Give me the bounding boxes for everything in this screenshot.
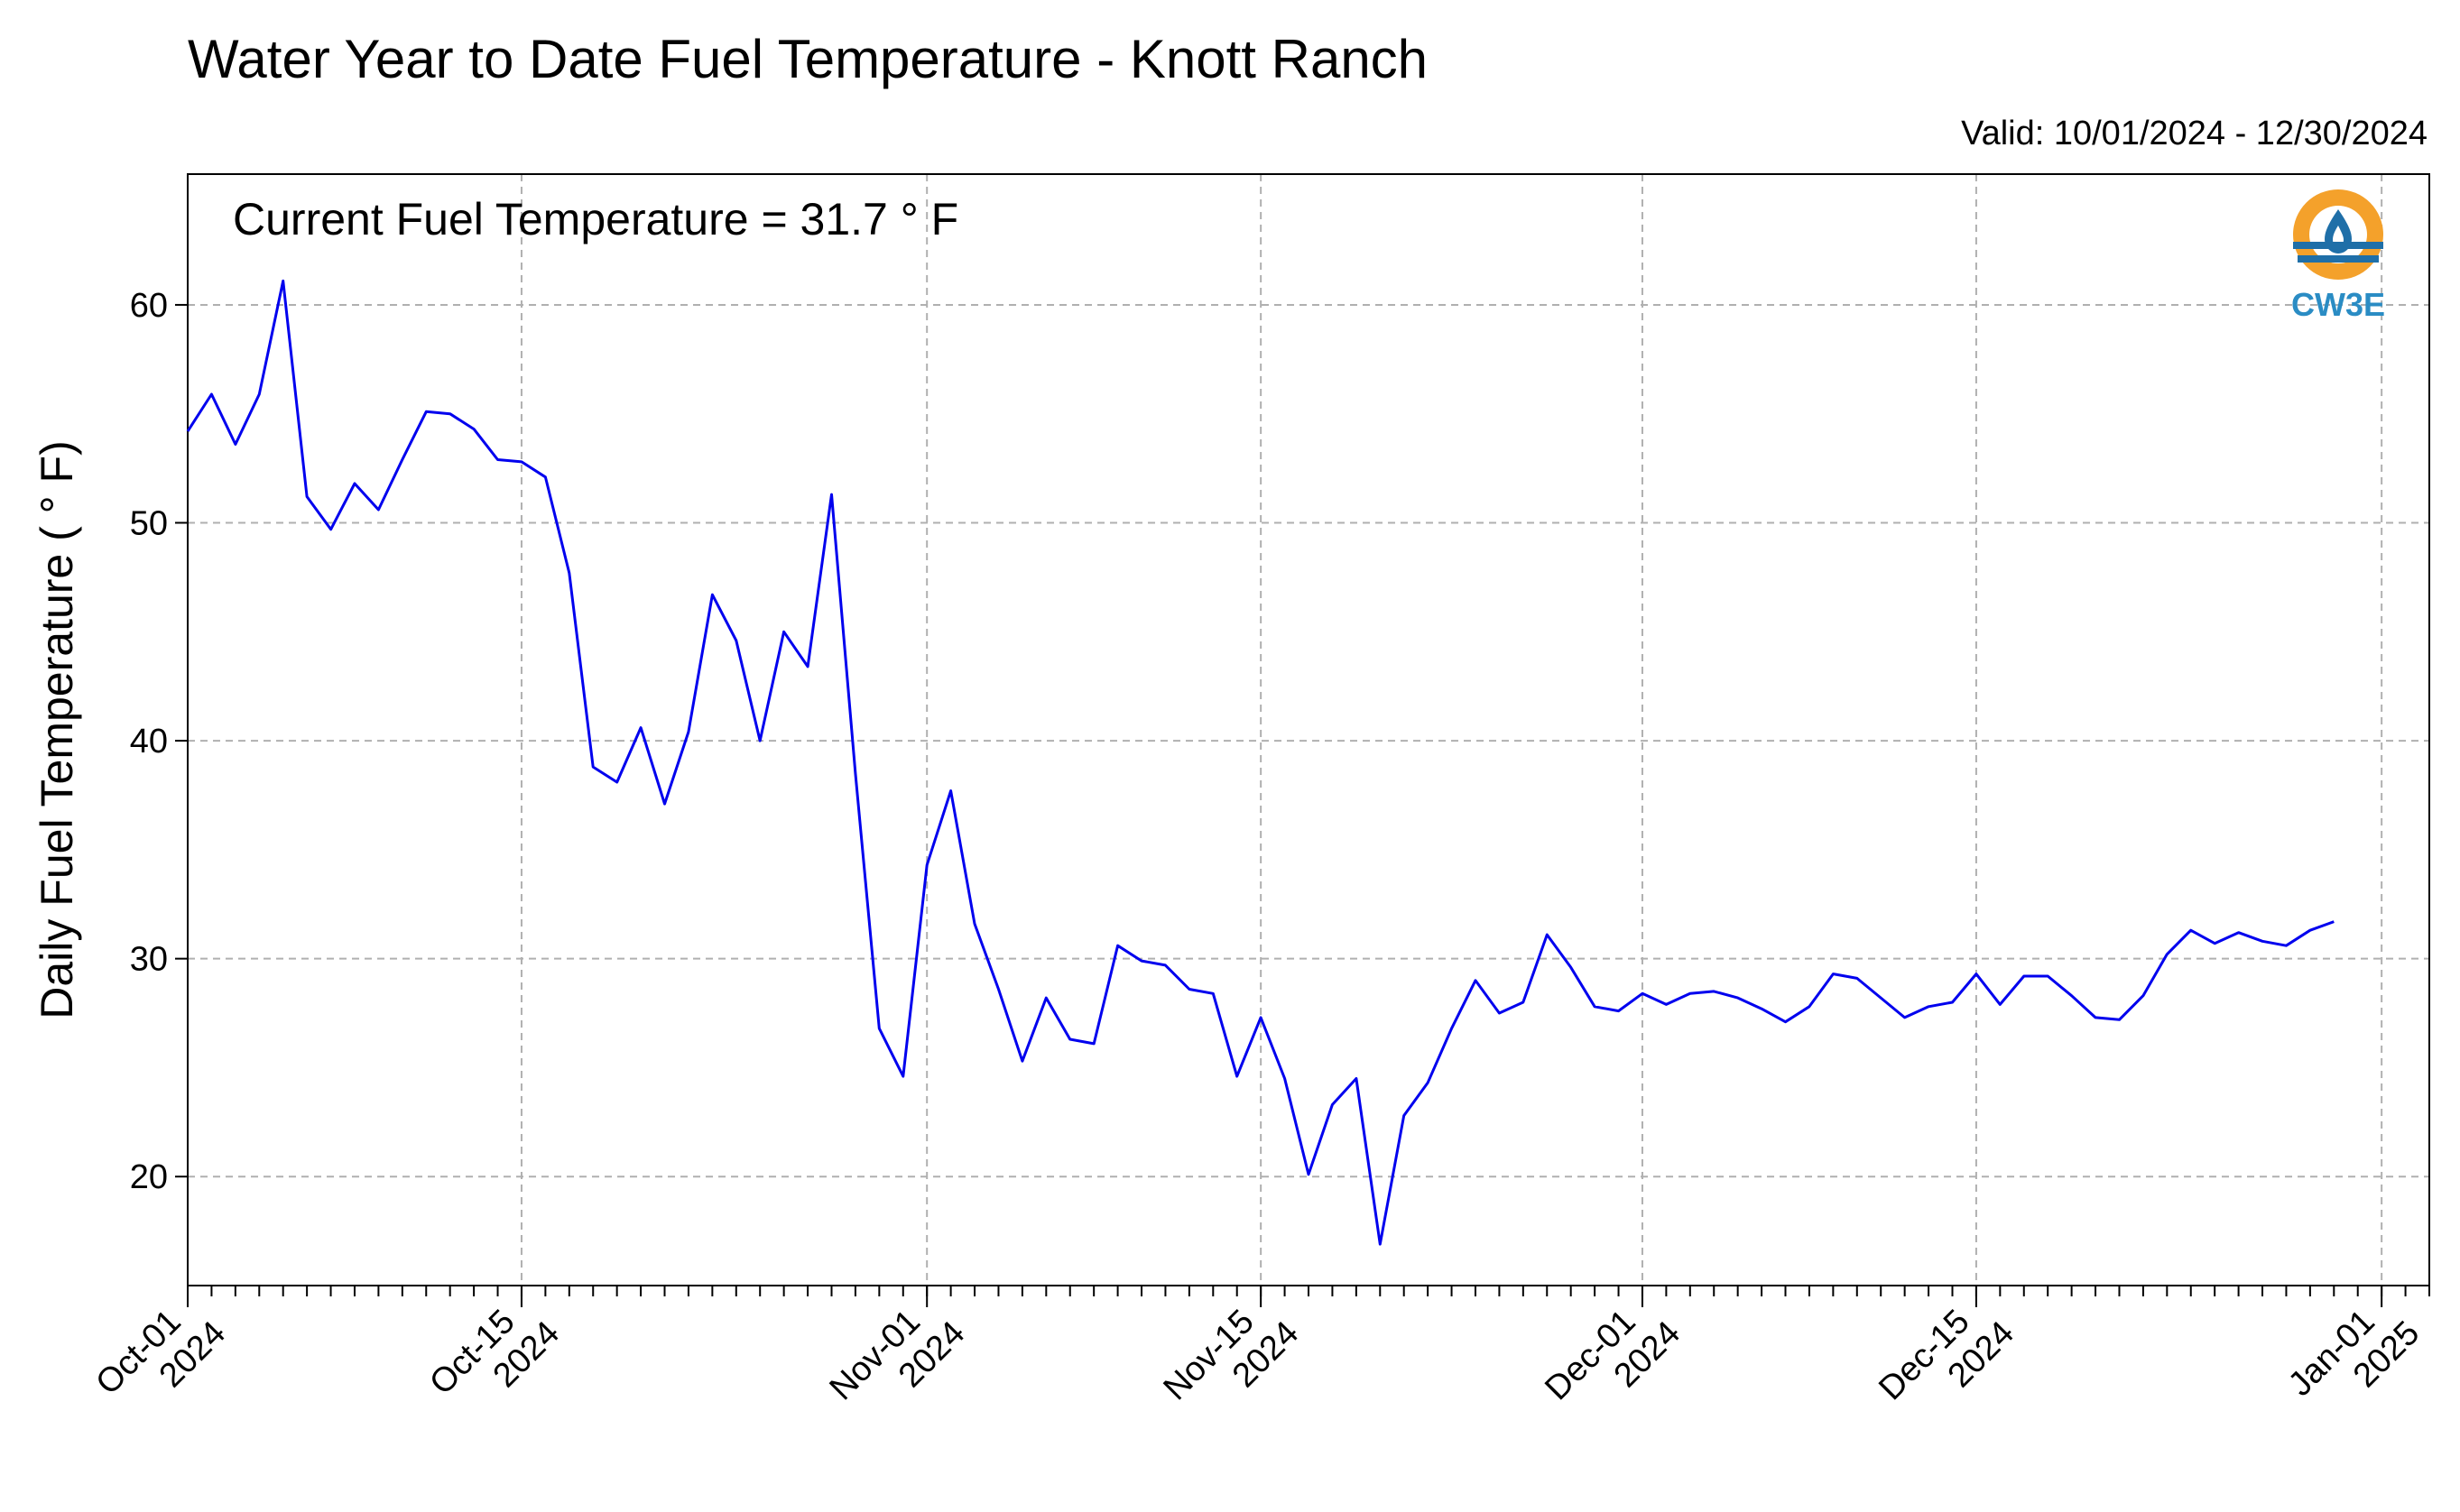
y-tick-label: 60 [130, 287, 168, 325]
logo-text: CW3E [2291, 286, 2385, 323]
y-tick-label: 40 [130, 723, 168, 761]
chart-title: Water Year to Date Fuel Temperature - Kn… [188, 29, 1428, 89]
y-axis-label: Daily Fuel Temperature ( ° F) [32, 440, 82, 1019]
y-tick-label: 50 [130, 505, 168, 543]
fuel-temperature-series-line [186, 279, 2335, 1246]
valid-range: Valid: 10/01/2024 - 12/30/2024 [1961, 115, 2428, 152]
y-tick-label: 30 [130, 941, 168, 979]
grid-lines [187, 174, 2429, 1286]
cw3e-logo: CW3E [2291, 189, 2385, 323]
plot-area-frame [187, 173, 2430, 1286]
logo-wave-1 [2293, 242, 2383, 249]
logo-wave-2 [2298, 255, 2379, 263]
logo-flame-icon [2333, 226, 2344, 246]
minor-tick-marks [187, 1286, 2430, 1296]
y-tick-label: 20 [130, 1158, 168, 1196]
y-axis-ticks: 20 30 40 50 60 [130, 287, 188, 1196]
current-temperature-annotation: Current Fuel Temperature = 31.7 ° F [233, 194, 958, 244]
